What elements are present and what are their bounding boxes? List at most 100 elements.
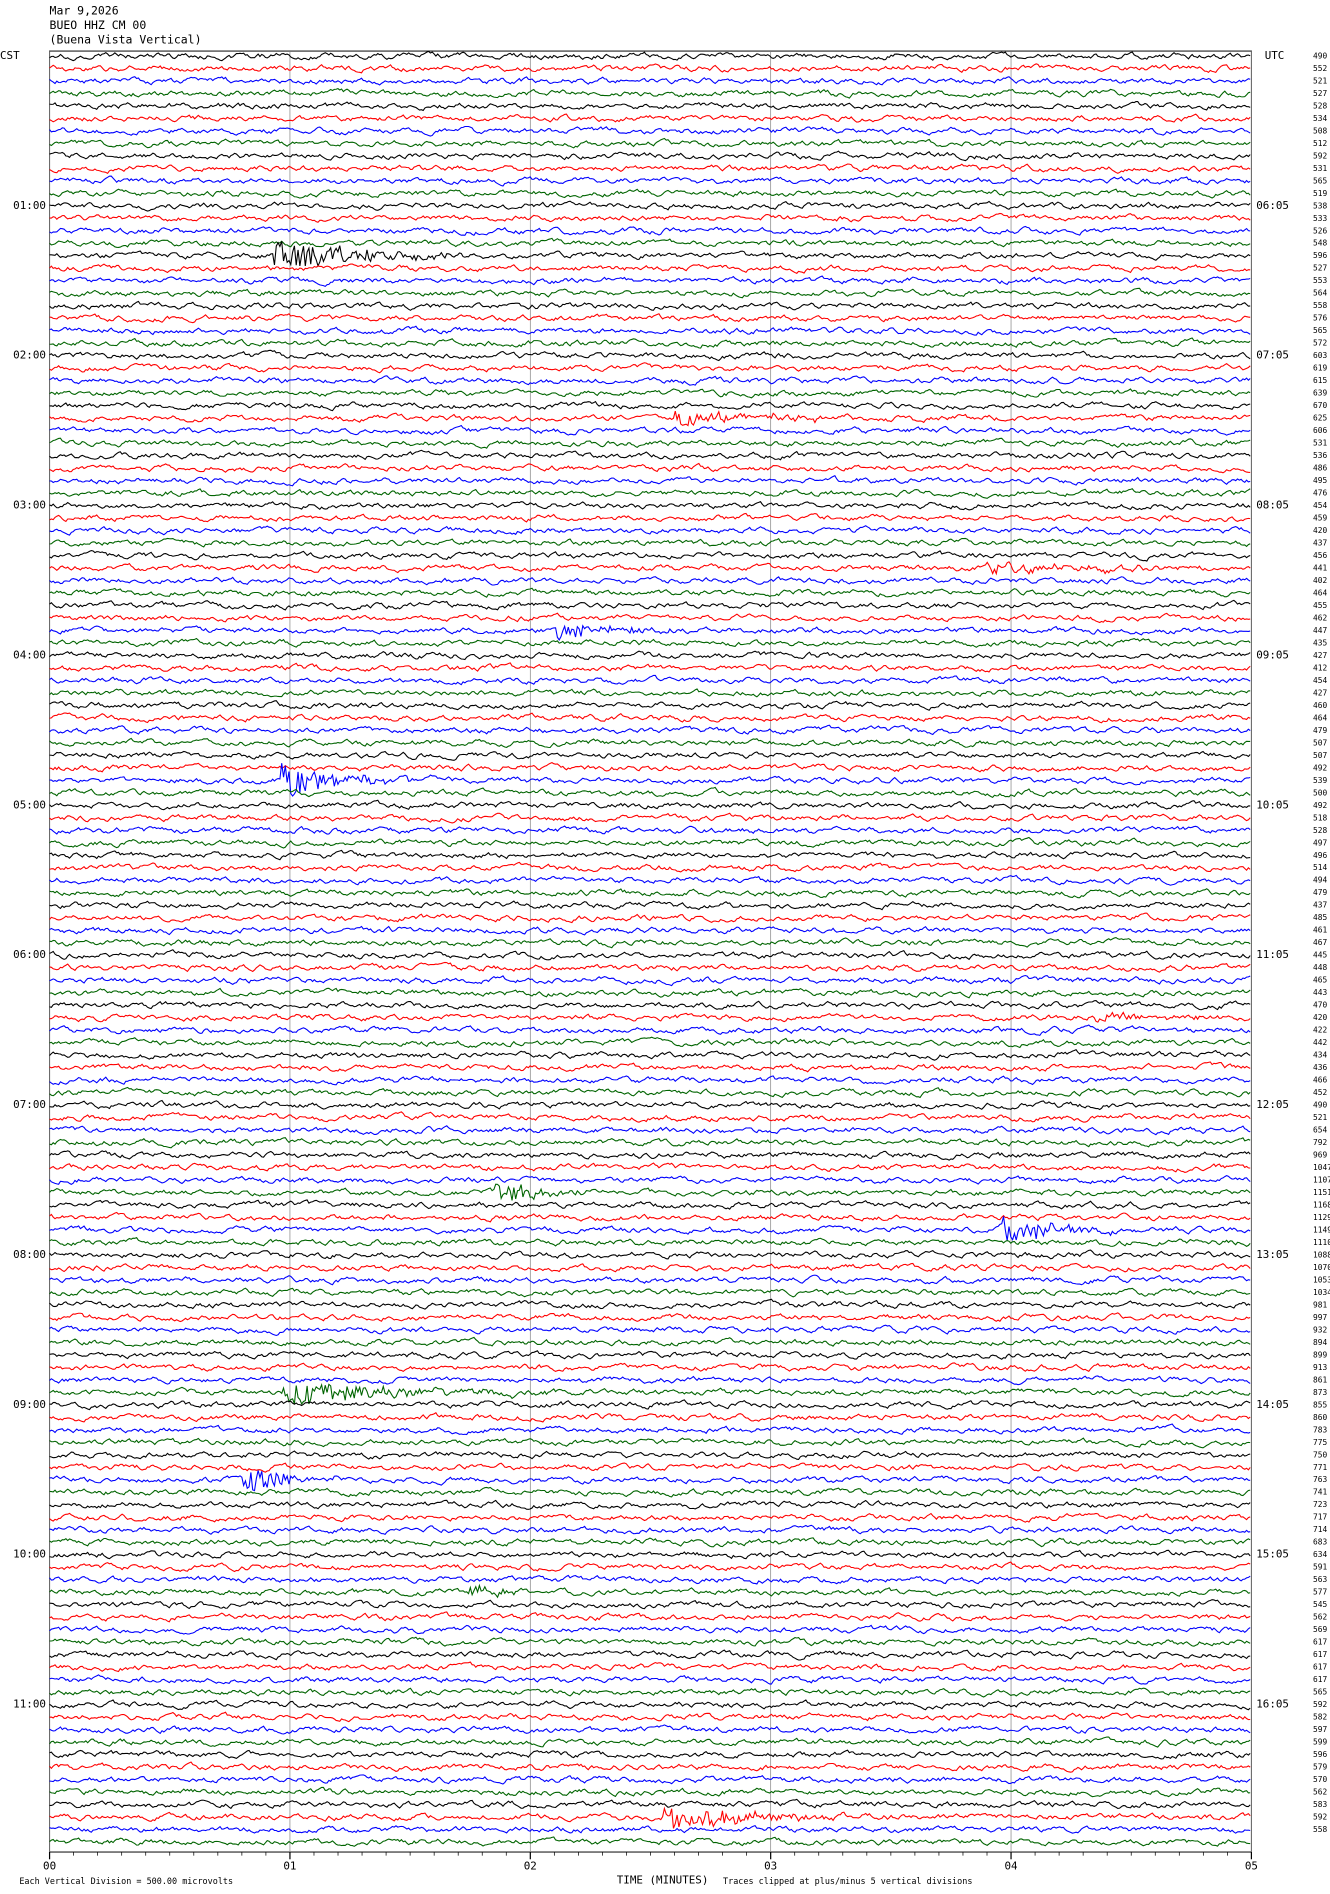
row-value: 582	[1313, 1713, 1327, 1722]
trace	[49, 1111, 1251, 1123]
trace	[49, 1825, 1251, 1834]
trace	[49, 1806, 1251, 1829]
row-value: 464	[1313, 713, 1327, 722]
trace	[49, 188, 1251, 199]
trace	[49, 1524, 1251, 1536]
row-value: 452	[1313, 1088, 1327, 1097]
row-value: 861	[1313, 1375, 1327, 1384]
trace	[49, 624, 1251, 641]
row-value: 625	[1313, 414, 1327, 423]
left-timezone: CST	[0, 49, 20, 62]
trace	[49, 900, 1251, 911]
trace	[49, 400, 1251, 412]
row-value: 519	[1313, 189, 1327, 198]
left-time-label: 02:00	[13, 349, 46, 362]
trace	[49, 700, 1251, 711]
trace	[49, 1336, 1251, 1347]
trace	[49, 1486, 1251, 1498]
right-time-label: 14:05	[1256, 1398, 1289, 1411]
trace	[49, 762, 1251, 773]
trace	[49, 349, 1251, 362]
row-value: 639	[1313, 389, 1327, 398]
right-time-label: 07:05	[1256, 349, 1289, 362]
trace	[49, 849, 1251, 861]
trace	[49, 1470, 1251, 1492]
row-value: 617	[1313, 1675, 1327, 1684]
left-time-label: 03:00	[13, 499, 46, 512]
row-value: 536	[1313, 451, 1327, 460]
trace	[49, 549, 1251, 562]
row-value: 512	[1313, 139, 1327, 148]
left-time-label: 06:00	[13, 948, 46, 961]
row-value: 448	[1313, 963, 1327, 972]
row-value: 422	[1313, 1026, 1327, 1035]
trace	[49, 1537, 1251, 1548]
row-value: 654	[1313, 1126, 1327, 1135]
trace	[49, 724, 1251, 736]
trace	[49, 1761, 1251, 1773]
row-value: 565	[1313, 1688, 1327, 1697]
row-value: 1107	[1313, 1175, 1330, 1184]
row-value: 1047	[1313, 1163, 1330, 1172]
row-value: 792	[1313, 1138, 1327, 1147]
row-value: 461	[1313, 926, 1327, 935]
row-value: 460	[1313, 701, 1327, 710]
row-value: 617	[1313, 1638, 1327, 1647]
trace	[49, 799, 1251, 811]
row-value: 619	[1313, 364, 1327, 373]
trace	[49, 525, 1251, 536]
right-time-label: 06:05	[1256, 199, 1289, 212]
trace	[49, 263, 1251, 274]
right-time-label: 16:05	[1256, 1698, 1289, 1711]
trace	[49, 1249, 1251, 1260]
row-value: 617	[1313, 1650, 1327, 1659]
right-time-label: 10:05	[1256, 798, 1289, 811]
row-value: 750	[1313, 1450, 1327, 1459]
row-value: 495	[1313, 476, 1327, 485]
traces	[49, 50, 1251, 1847]
right-timezone: UTC	[1265, 49, 1285, 62]
trace	[49, 812, 1251, 824]
trace	[49, 241, 1251, 268]
trace	[49, 974, 1251, 987]
row-value: 771	[1313, 1463, 1327, 1472]
row-value: 579	[1313, 1763, 1327, 1772]
row-value: 714	[1313, 1525, 1327, 1534]
station-name: (Buena Vista Vertical)	[50, 33, 202, 47]
trace	[49, 1061, 1251, 1073]
trace	[49, 1599, 1251, 1610]
scale-note: Each Vertical Division = 500.00 microvol…	[19, 1876, 233, 1886]
trace	[49, 410, 1251, 427]
trace	[49, 325, 1251, 336]
trace	[49, 836, 1251, 849]
row-value: 496	[1313, 851, 1327, 860]
trace	[49, 150, 1251, 162]
trace	[49, 737, 1251, 749]
row-value: 476	[1313, 489, 1327, 498]
row-value: 723	[1313, 1500, 1327, 1509]
trace	[49, 662, 1251, 673]
trace	[49, 1661, 1251, 1673]
trace	[49, 1175, 1251, 1185]
trace	[49, 1287, 1251, 1298]
trace	[49, 512, 1251, 523]
trace	[49, 1786, 1251, 1798]
trace	[49, 225, 1251, 237]
left-time-label: 01:00	[13, 199, 46, 212]
row-value: 596	[1313, 1750, 1327, 1759]
trace	[49, 424, 1251, 436]
x-tick-label: 03	[764, 1860, 777, 1873]
row-value: 490	[1313, 51, 1327, 60]
row-value: 466	[1313, 1076, 1327, 1085]
row-value: 435	[1313, 638, 1327, 647]
row-value: 634	[1313, 1550, 1327, 1559]
row-value: 548	[1313, 239, 1327, 248]
right-time-label: 08:05	[1256, 499, 1289, 512]
left-time-label: 09:00	[13, 1398, 46, 1411]
row-value: 606	[1313, 426, 1327, 435]
trace	[49, 599, 1251, 611]
row-value: 479	[1313, 888, 1327, 897]
trace	[49, 163, 1251, 175]
